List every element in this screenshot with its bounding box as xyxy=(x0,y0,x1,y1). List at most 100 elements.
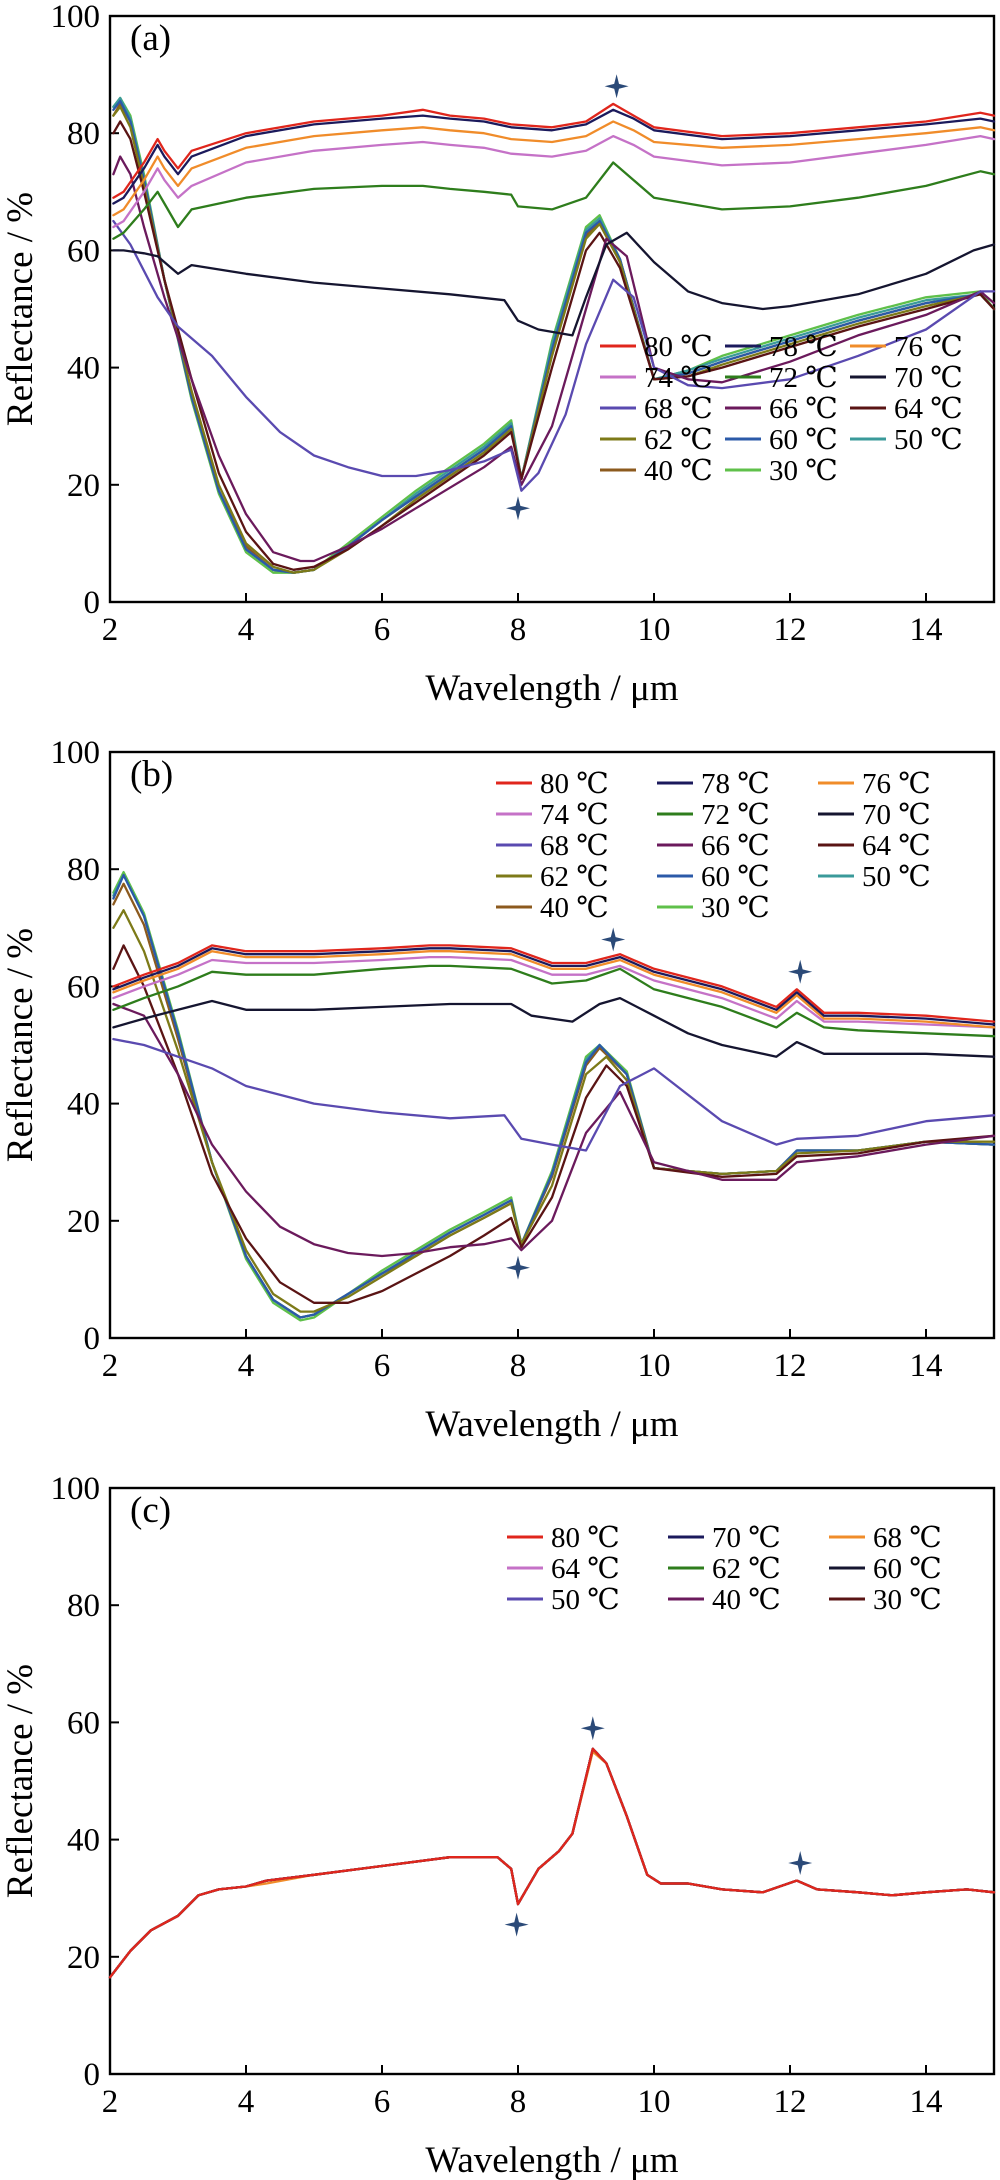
x-tick-label-b-4: 4 xyxy=(238,1348,255,1384)
x-tick-label-a-8: 8 xyxy=(510,612,527,648)
series-line-c-2 xyxy=(108,1750,996,1979)
legend-label-a-1: 78 ℃ xyxy=(769,331,838,363)
x-tick-label-b-8: 8 xyxy=(510,1348,527,1384)
panel-a: 2 4 6 8 10 12 14 0 20 40 60 80 100 80 ℃ 78 ℃ 76 ℃ 74 ℃ 7… xyxy=(0,0,996,709)
star-marker-b-2 xyxy=(506,1255,530,1280)
y-tick-label-c-40: 40 xyxy=(67,1823,100,1859)
series-line-b-3 xyxy=(112,955,996,1029)
star-marker-a-0 xyxy=(604,74,629,99)
y-tick-label-b-100: 100 xyxy=(51,735,101,771)
x-tick-label-a-6: 6 xyxy=(374,612,391,648)
x-tick-label-c-2: 2 xyxy=(102,2084,119,2120)
legend-label-a-12: 40 ℃ xyxy=(644,455,713,487)
panel-label-a: (a) xyxy=(130,18,171,59)
x-tick-label-a-4: 4 xyxy=(238,612,255,648)
series-line-b-2 xyxy=(112,950,996,1029)
plot-frame-a xyxy=(108,14,996,604)
tick-marks-c xyxy=(109,1487,927,2075)
x-tick-label-b-6: 6 xyxy=(374,1348,391,1384)
series-line-b-5 xyxy=(112,996,996,1058)
y-tick-label-b-20: 20 xyxy=(67,1204,100,1240)
x-tick-label-a-12: 12 xyxy=(774,612,807,648)
series-line-c-1 xyxy=(108,1747,996,1979)
legend-label-a-10: 60 ℃ xyxy=(769,424,838,456)
markers-c xyxy=(504,1716,813,1937)
panel-label-c: (c) xyxy=(130,1490,171,1531)
x-axis-label-a: Wavelength / μm xyxy=(425,668,678,709)
legend-label-a-8: 64 ℃ xyxy=(894,393,963,425)
tick-labels-a: 2 4 6 8 10 12 14 0 20 40 60 80 100 xyxy=(51,0,943,648)
plot-frame-b xyxy=(108,750,996,1340)
legend-label-a-0: 80 ℃ xyxy=(644,331,713,363)
y-tick-label-c-20: 20 xyxy=(67,1940,100,1976)
legend-label-b-4: 72 ℃ xyxy=(701,799,770,831)
series-line-c-6 xyxy=(108,1747,996,1979)
series-line-b-6 xyxy=(112,1037,996,1152)
legend-label-a-3: 74 ℃ xyxy=(644,362,713,394)
y-tick-label-c-0: 0 xyxy=(84,2057,101,2093)
legend-label-b-12: 40 ℃ xyxy=(540,892,609,924)
legend-label-b-7: 66 ℃ xyxy=(701,830,770,862)
series-line-a-9 xyxy=(112,105,996,574)
x-tick-label-b-12: 12 xyxy=(774,1348,807,1384)
tick-labels-c: 2 4 6 8 10 12 14 0 20 40 60 80 100 xyxy=(51,1471,943,2120)
y-tick-label-a-40: 40 xyxy=(67,351,100,387)
series-line-c-0 xyxy=(108,1747,996,1979)
legend-label-b-6: 68 ℃ xyxy=(540,830,609,862)
tick-labels-b: 2 4 6 8 10 12 14 0 20 40 60 80 100 xyxy=(51,735,943,1384)
x-tick-label-a-10: 10 xyxy=(638,612,671,648)
y-axis-label-c: Reflectance / % xyxy=(0,1664,41,1898)
legend-label-c-0: 80 ℃ xyxy=(551,1522,620,1554)
series-line-a-2 xyxy=(112,120,996,217)
series-line-b-1 xyxy=(112,947,996,1026)
legend-label-a-11: 50 ℃ xyxy=(894,424,963,456)
tick-marks-a xyxy=(109,15,927,603)
legend-b: 80 ℃ 78 ℃ 76 ℃ 74 ℃ 72 ℃ 70 ℃ 68 ℃ 66 ℃ 64 ℃ 62 ℃… xyxy=(496,768,931,924)
legend-label-a-9: 62 ℃ xyxy=(644,424,713,456)
plot-frame-c xyxy=(108,1486,996,2076)
series-line-a-7 xyxy=(112,155,996,563)
series-line-a-6 xyxy=(112,219,996,492)
x-tick-label-c-6: 6 xyxy=(374,2084,391,2120)
y-tick-label-a-60: 60 xyxy=(67,233,100,269)
y-axis-label-a: Reflectance / % xyxy=(0,192,41,426)
legend-label-b-9: 62 ℃ xyxy=(540,861,609,893)
star-marker-a-1 xyxy=(506,496,530,521)
markers-a xyxy=(506,74,629,521)
panel-b: 2 4 6 8 10 12 14 0 20 40 60 80 100 80 ℃ 78 ℃ 76 ℃ 74 ℃ 7… xyxy=(0,735,996,1445)
legend-label-b-2: 76 ℃ xyxy=(862,768,931,800)
series-group-a xyxy=(112,96,996,574)
series-line-a-0 xyxy=(112,102,996,199)
x-tick-label-a-2: 2 xyxy=(102,612,119,648)
y-tick-label-c-100: 100 xyxy=(51,1471,101,1507)
series-line-a-1 xyxy=(112,108,996,205)
legend-label-a-4: 72 ℃ xyxy=(769,362,838,394)
y-tick-label-a-80: 80 xyxy=(67,116,100,152)
series-line-b-7 xyxy=(112,1002,996,1258)
series-line-c-5 xyxy=(108,1747,996,1979)
x-tick-label-c-12: 12 xyxy=(774,2084,807,2120)
legend-label-b-13: 30 ℃ xyxy=(701,892,770,924)
x-tick-label-c-10: 10 xyxy=(638,2084,671,2120)
legend-label-b-10: 60 ℃ xyxy=(701,861,770,893)
legend-a: 80 ℃ 78 ℃ 76 ℃ 74 ℃ 72 ℃ 70 ℃ 68 ℃ 66 ℃ 64 ℃ 62 ℃… xyxy=(600,331,963,487)
series-line-c-7 xyxy=(108,1747,996,1979)
series-line-a-10 xyxy=(112,99,996,574)
legend-label-c-4: 62 ℃ xyxy=(712,1553,781,1585)
y-tick-label-a-20: 20 xyxy=(67,468,100,504)
legend-label-b-8: 64 ℃ xyxy=(862,830,931,862)
x-tick-label-c-8: 8 xyxy=(510,2084,527,2120)
series-line-b-4 xyxy=(112,964,996,1038)
star-marker-b-1 xyxy=(788,959,813,984)
x-tick-label-c-4: 4 xyxy=(238,2084,255,2120)
legend-label-b-1: 78 ℃ xyxy=(701,768,770,800)
series-line-c-3 xyxy=(108,1747,996,1979)
star-marker-b-0 xyxy=(601,927,626,952)
star-marker-c-1 xyxy=(504,1912,529,1937)
y-tick-label-a-0: 0 xyxy=(84,585,101,621)
x-tick-label-b-2: 2 xyxy=(102,1348,119,1384)
y-tick-label-c-80: 80 xyxy=(67,1588,100,1624)
y-tick-label-a-100: 100 xyxy=(51,0,101,35)
legend-label-c-7: 40 ℃ xyxy=(712,1584,781,1616)
